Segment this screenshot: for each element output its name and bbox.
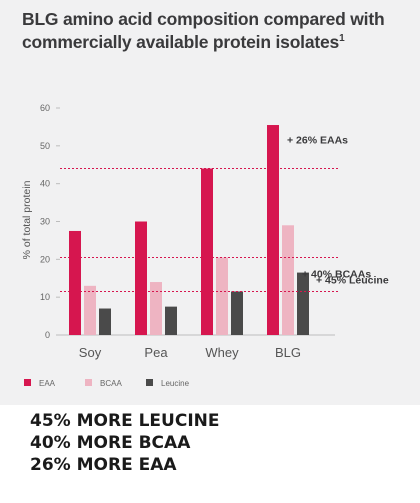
bar-bcaa-soy [84, 285, 96, 335]
legend-label: Leucine [161, 379, 190, 388]
y-axis-label: % of total protein [21, 180, 33, 259]
y-tick-label: 30 [40, 217, 50, 227]
x-tick-label: Soy [79, 345, 102, 360]
key-findings: 45% MORE LEUCINE 40% MORE BCAA 26% MORE … [30, 410, 410, 476]
bar-eaa-blg [267, 125, 279, 336]
bar-leucine-soy [99, 308, 111, 335]
y-tick-label: 40 [40, 179, 50, 189]
bar-leucine-blg [297, 272, 309, 335]
bar-chart: % of total protein 0 10 20 30 40 50 60 Soy Pea Whe… [21, 103, 389, 388]
bar-bcaa-blg [282, 225, 294, 335]
bar-eaa-soy [69, 230, 81, 335]
y-tick-label: 20 [40, 254, 50, 264]
bar-eaa-whey [201, 168, 213, 335]
finding-eaa: 26% MORE EAA [30, 455, 177, 475]
finding-bcaa: 40% MORE BCAA [30, 433, 191, 453]
x-tick-label: BLG [275, 345, 301, 360]
annotation-label: + 40% BCAAs [302, 268, 371, 280]
finding-leucine: 45% MORE LEUCINE [30, 411, 220, 431]
bar-leucine-pea [165, 306, 177, 335]
chart-title: BLG amino acid composition compared with… [22, 9, 385, 52]
y-tick-label: 10 [40, 292, 50, 302]
legend-swatch-bcaa [85, 379, 92, 386]
y-tick-label: 60 [40, 103, 50, 113]
bar-eaa-pea [135, 221, 147, 335]
x-tick-label: Whey [205, 345, 239, 360]
y-tick-label: 50 [40, 141, 50, 151]
legend-label: EAA [39, 379, 56, 388]
legend-label: BCAA [100, 379, 122, 388]
legend-swatch-leucine [146, 379, 153, 386]
annotation-label: + 26% EAAs [287, 135, 348, 147]
legend-swatch-eaa [24, 379, 31, 386]
x-tick-label: Pea [144, 345, 168, 360]
y-tick-label: 0 [45, 330, 50, 340]
annotation-label: + 45% Leucine [316, 274, 389, 286]
bar-bcaa-pea [150, 282, 162, 335]
bar-bcaa-whey [216, 257, 228, 335]
bar-leucine-whey [231, 291, 243, 335]
